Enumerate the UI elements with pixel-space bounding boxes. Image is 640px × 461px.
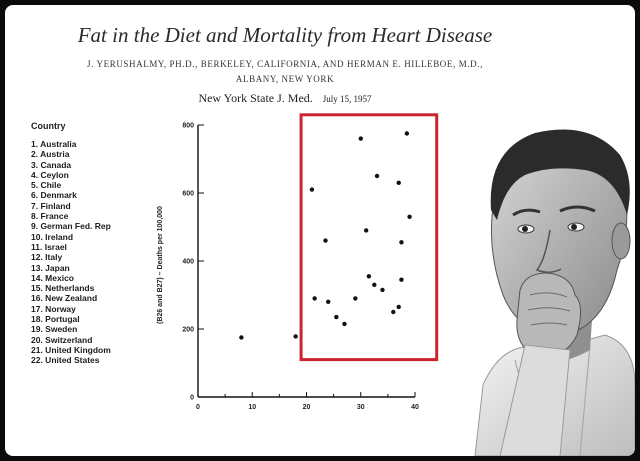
portrait-photo bbox=[474, 129, 635, 456]
data-point bbox=[363, 228, 369, 233]
data-point bbox=[391, 309, 396, 315]
country-legend-list: 1. Australia 2. Austria 3. Canada 4. Ceylon… bbox=[31, 139, 111, 366]
data-point bbox=[396, 180, 401, 185]
country-legend-item: 10. Ireland bbox=[31, 231, 74, 242]
country-legend-item: 9. German Fed. Rep bbox=[31, 221, 111, 232]
country-legend-item: 2. Austria bbox=[31, 149, 70, 160]
country-legend-heading: Country bbox=[31, 121, 66, 131]
data-point bbox=[312, 296, 317, 301]
country-legend-item: 18. Portugal bbox=[31, 314, 80, 325]
data-point bbox=[407, 214, 412, 219]
data-point bbox=[239, 335, 244, 340]
data-point bbox=[404, 131, 410, 136]
slide-frame: Fat in the Diet and Mortality from Heart… bbox=[5, 5, 635, 456]
sleeve-shape bbox=[499, 344, 571, 456]
highlight-box bbox=[299, 113, 439, 362]
y-axis-label: (B26 and B27) – Deaths per 100,000 bbox=[157, 206, 164, 324]
x-tick-label: 40 bbox=[411, 404, 419, 411]
data-point bbox=[372, 282, 377, 287]
data-point bbox=[353, 296, 358, 301]
country-legend-item: 14. Mexico bbox=[31, 272, 74, 283]
data-point bbox=[334, 314, 339, 320]
country-legend-item: 5. Chile bbox=[31, 180, 62, 191]
country-legend-item: 19. Sweden bbox=[31, 324, 78, 335]
x-tick-label: 30 bbox=[357, 404, 365, 411]
country-legend-item: 6. Denmark bbox=[31, 190, 77, 201]
y-tick-label: 200 bbox=[182, 327, 194, 334]
country-legend-item: 16. New Zealand bbox=[31, 293, 98, 304]
country-legend-item: 11. Israel bbox=[31, 241, 67, 252]
country-legend-item: 7. Finland bbox=[31, 200, 71, 211]
data-point bbox=[366, 274, 372, 279]
country-legend-item: 3. Canada bbox=[31, 159, 72, 170]
y-tick-label: 600 bbox=[182, 191, 194, 198]
data-point bbox=[374, 173, 380, 179]
country-legend-item: 22. United States bbox=[31, 355, 100, 366]
country-legend-item: 1. Australia bbox=[31, 139, 77, 149]
data-point bbox=[309, 187, 315, 192]
data-point bbox=[358, 136, 363, 141]
scatter-chart: 0 200 400 600 800 0 10 20 30 40 (B26 and B27) – De… bbox=[157, 113, 439, 411]
y-tick-label: 400 bbox=[182, 259, 194, 266]
journal-date: July 15, 1957 bbox=[322, 94, 372, 104]
country-legend-item: 20. Switzerland bbox=[31, 334, 93, 345]
y-tick-label: 800 bbox=[182, 123, 194, 130]
data-point bbox=[399, 277, 404, 282]
authors-line-2: ALBANY, NEW YORK bbox=[235, 74, 335, 84]
country-legend-item: 17. Norway bbox=[31, 303, 76, 314]
x-tick-label: 0 bbox=[196, 404, 200, 411]
data-point bbox=[323, 238, 328, 243]
country-legend-item: 4. Ceylon bbox=[31, 169, 69, 180]
country-legend-item: 13. Japan bbox=[31, 262, 70, 273]
data-point bbox=[342, 321, 347, 327]
country-legend-item: 8. France bbox=[31, 211, 69, 222]
country-legend-item: 12. Italy bbox=[31, 252, 63, 263]
data-point bbox=[380, 287, 385, 293]
country-legend-item: 15. Netherlands bbox=[31, 283, 95, 294]
data-point bbox=[396, 304, 401, 310]
data-point bbox=[326, 299, 331, 304]
journal-citation: New York State J. Med. July 15, 1957 bbox=[5, 91, 565, 106]
authors-line-1: J. YERUSHALMY, PH.D., BERKELEY, CALIFORN… bbox=[87, 59, 483, 69]
x-tick-label: 20 bbox=[303, 404, 311, 411]
data-point bbox=[399, 240, 404, 245]
country-legend-item: 21. United Kingdom bbox=[31, 344, 111, 355]
hair-shape bbox=[490, 129, 630, 220]
authors-byline: J. YERUSHALMY, PH.D., BERKELEY, CALIFORN… bbox=[5, 57, 565, 87]
x-tick-label: 10 bbox=[248, 404, 256, 411]
data-point bbox=[293, 334, 298, 339]
y-tick-label: 0 bbox=[190, 395, 194, 402]
journal-name: New York State J. Med. bbox=[198, 91, 313, 105]
page-title: Fat in the Diet and Mortality from Heart… bbox=[77, 23, 493, 47]
